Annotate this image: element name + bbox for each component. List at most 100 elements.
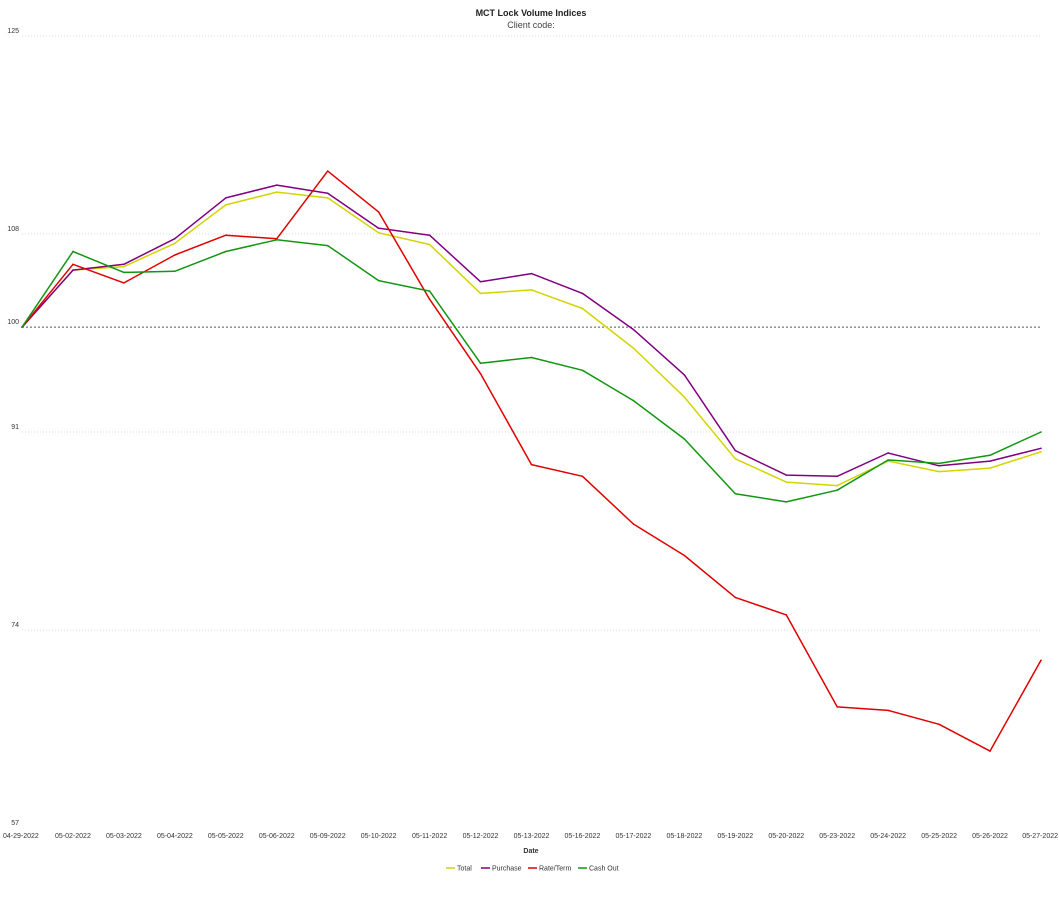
x-tick-label: 05-25-2022: [921, 833, 957, 840]
data-point: [938, 470, 940, 473]
x-tick-label: 05-23-2022: [819, 833, 855, 840]
data-point: [225, 250, 227, 253]
x-tick-label: 05-18-2022: [666, 833, 702, 840]
data-point: [632, 523, 635, 525]
data-point: [275, 191, 278, 193]
data-point: [632, 328, 635, 331]
x-tick-label: 05-11-2022: [412, 833, 447, 840]
legend-item-rate-term[interactable]: Rate/Term: [528, 866, 571, 873]
data-point: [734, 449, 737, 452]
x-tick-label: 05-10-2022: [361, 833, 397, 840]
data-point: [530, 463, 533, 466]
legend-item-total[interactable]: Total: [446, 866, 472, 873]
x-tick-label: 05-27-2022: [1022, 833, 1058, 840]
x-tick-label: 05-06-2022: [259, 833, 295, 840]
data-point: [734, 492, 737, 495]
data-point: [174, 242, 176, 245]
data-point: [275, 184, 278, 186]
chart-subtitle: Client code:: [507, 20, 555, 30]
legend-label: Rate/Term: [539, 866, 571, 873]
data-point: [632, 347, 635, 349]
x-tick-label: 05-03-2022: [106, 833, 142, 840]
data-point: [785, 481, 788, 483]
data-point: [938, 723, 940, 726]
series-line-total: [21, 191, 1042, 487]
y-tick-label: 100: [7, 319, 19, 326]
series-lines: [21, 170, 1042, 752]
data-point: [326, 170, 329, 172]
data-point: [632, 399, 635, 402]
data-point: [734, 457, 737, 460]
data-point: [683, 374, 686, 376]
data-point: [123, 271, 125, 274]
data-point: [683, 396, 686, 398]
data-point: [72, 269, 74, 271]
data-point: [581, 369, 584, 372]
data-point: [428, 234, 431, 236]
data-point: [1040, 447, 1042, 450]
data-point: [836, 489, 838, 492]
data-point: [989, 454, 991, 457]
x-tick-label: 05-24-2022: [870, 833, 906, 840]
data-point: [72, 250, 74, 253]
data-point: [989, 467, 991, 469]
data-point: [479, 292, 482, 295]
y-tick-label: 91: [11, 424, 19, 431]
data-point: [377, 227, 380, 229]
data-point: [1040, 659, 1042, 662]
x-tick-label: 05-17-2022: [615, 833, 651, 840]
data-point: [174, 254, 176, 256]
data-point: [887, 452, 889, 454]
chart-title: MCT Lock Volume Indices: [476, 8, 587, 18]
data-point: [275, 237, 278, 240]
y-tick-label: 74: [11, 622, 19, 629]
y-tick-label: 125: [7, 28, 19, 35]
data-point: [887, 459, 889, 461]
data-point: [326, 244, 329, 247]
x-tick-label: 05-20-2022: [768, 833, 804, 840]
legend-item-purchase[interactable]: Purchase: [481, 866, 522, 873]
data-point: [225, 197, 227, 199]
data-point: [1040, 451, 1042, 453]
data-point: [123, 265, 125, 268]
data-point: [887, 709, 889, 712]
x-tick-label: 05-02-2022: [55, 833, 91, 840]
data-point: [785, 501, 788, 503]
data-point: [428, 243, 431, 246]
data-point: [428, 298, 431, 301]
data-point: [530, 272, 533, 275]
data-point: [123, 282, 125, 284]
gridlines: [22, 35, 1041, 631]
legend: Total Purchase Rate/Term Cash Out: [446, 866, 619, 873]
x-tick-label: 05-16-2022: [565, 833, 601, 840]
data-point: [734, 596, 737, 599]
data-point: [326, 197, 329, 199]
x-tick-label: 05-04-2022: [157, 833, 193, 840]
x-axis-title: Date: [523, 848, 538, 855]
y-tick-label: 57: [11, 820, 19, 827]
data-point: [989, 460, 991, 462]
legend-item-cash-out[interactable]: Cash Out: [578, 866, 619, 873]
data-point: [683, 438, 686, 440]
data-point: [275, 239, 278, 241]
data-point: [326, 192, 329, 195]
data-point: [21, 326, 23, 328]
data-point: [377, 232, 380, 234]
x-tick-label: 05-12-2022: [463, 833, 499, 840]
x-axis-ticks: 04-29-2022 05-02-2022 05-03-2022 05-04-2022…: [3, 833, 1058, 840]
x-tick-label: 05-26-2022: [972, 833, 1008, 840]
data-point: [836, 706, 838, 708]
x-tick-label: 05-19-2022: [717, 833, 753, 840]
data-point: [938, 462, 940, 465]
y-tick-label: 108: [7, 226, 19, 233]
series-line-cash-out: [21, 239, 1042, 503]
legend-label: Total: [457, 866, 472, 873]
data-point: [785, 474, 788, 476]
data-point: [1040, 431, 1042, 433]
data-point: [785, 614, 788, 616]
data-point: [479, 280, 482, 283]
data-point: [989, 750, 991, 752]
data-point: [938, 464, 940, 467]
x-tick-label: 05-05-2022: [208, 833, 244, 840]
